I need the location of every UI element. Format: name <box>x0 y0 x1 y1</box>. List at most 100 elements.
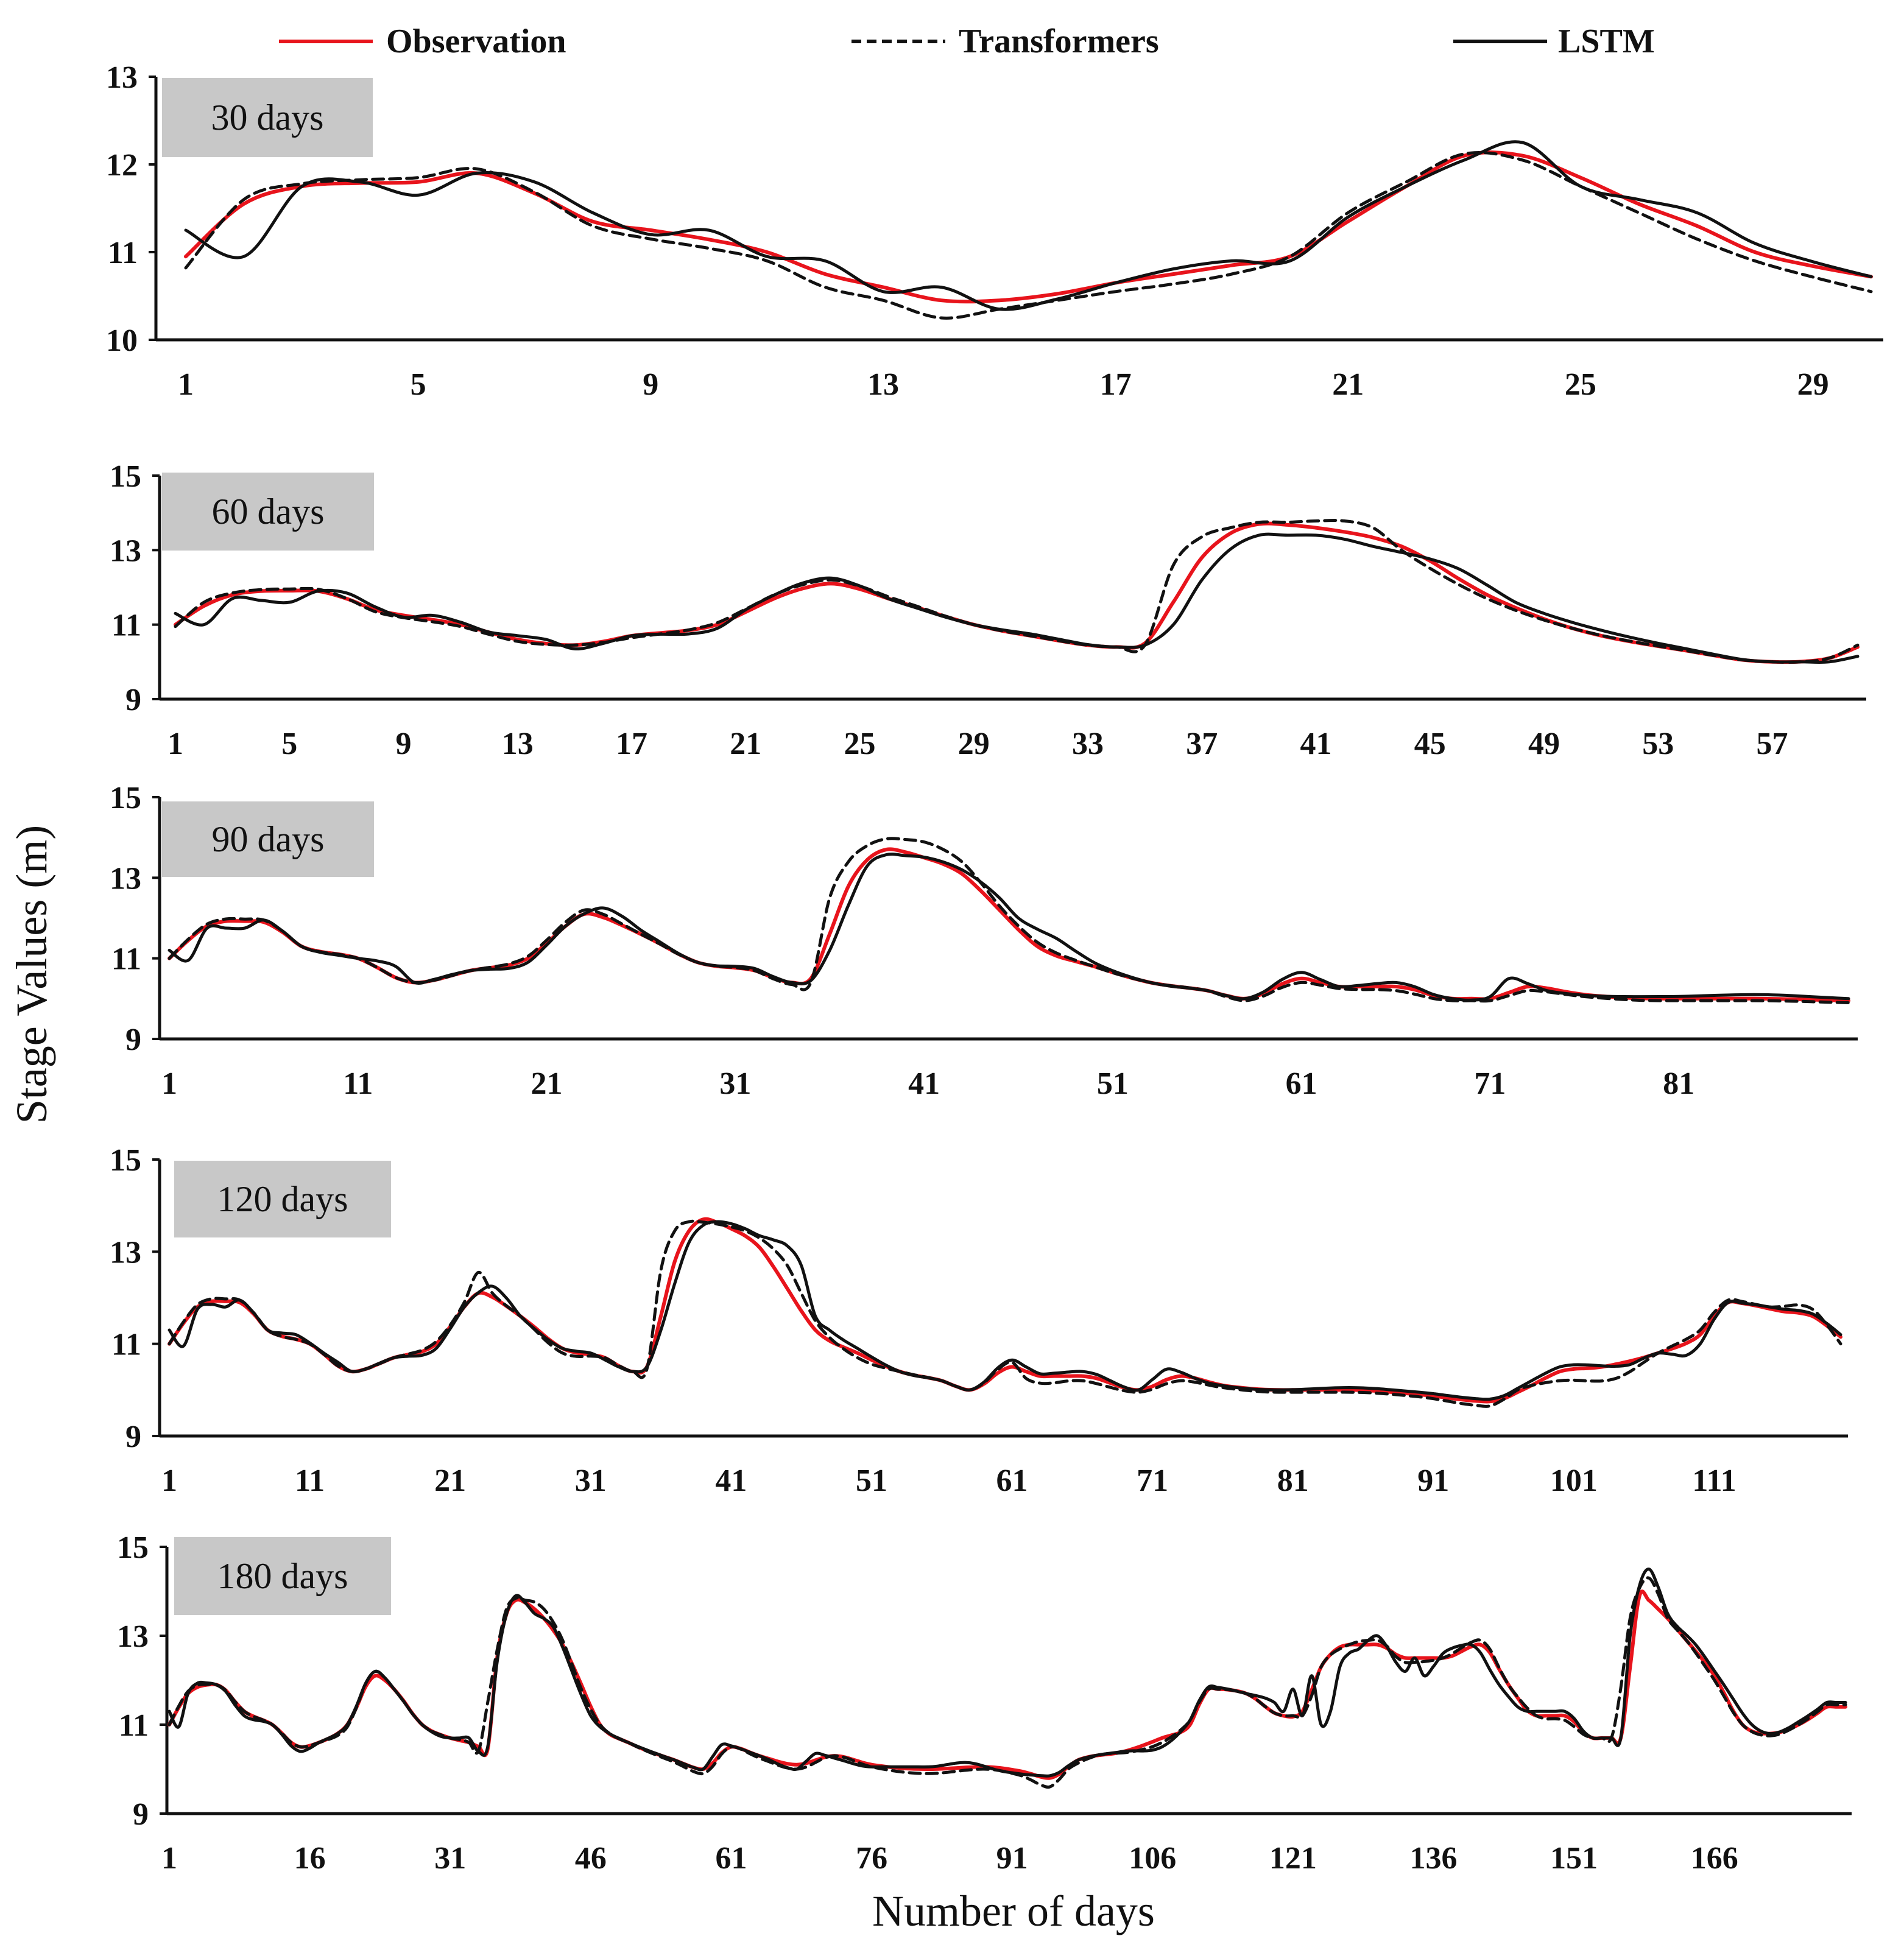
y-tick-label: 12 <box>106 148 138 183</box>
x-tick-label: 111 <box>1692 1463 1736 1498</box>
x-tick-label: 76 <box>856 1841 887 1876</box>
y-tick-label: 9 <box>133 1797 149 1832</box>
x-tick-label: 21 <box>531 1066 563 1101</box>
x-tick-label: 31 <box>719 1066 751 1101</box>
y-tick-label: 9 <box>125 1023 141 1057</box>
x-tick-label: 1 <box>161 1066 177 1101</box>
y-tick-label: 11 <box>111 608 141 643</box>
x-tick-label: 101 <box>1550 1463 1598 1498</box>
x-tick-label: 49 <box>1528 727 1560 761</box>
x-tick-label: 1 <box>161 1841 177 1876</box>
y-tick-label: 15 <box>110 459 141 494</box>
series-lstm-line <box>167 852 1850 1002</box>
x-tick-label: 51 <box>856 1463 887 1498</box>
x-tick-label: 31 <box>575 1463 607 1498</box>
y-tick-label: 11 <box>119 1708 149 1743</box>
x-tick-label: 57 <box>1757 727 1788 761</box>
x-tick-label: 46 <box>575 1841 607 1876</box>
x-tick-label: 29 <box>958 727 990 761</box>
x-tick-label: 5 <box>281 727 297 761</box>
x-tick-label: 41 <box>908 1066 940 1101</box>
y-tick-label: 13 <box>110 861 141 896</box>
x-tick-label: 17 <box>1100 367 1132 402</box>
x-tick-label: 81 <box>1663 1066 1694 1101</box>
series-transformers-line <box>174 519 1860 664</box>
y-axis-title: Stage Values (m) <box>7 825 56 1124</box>
y-tick-label: 9 <box>125 1420 141 1454</box>
y-tick-label: 11 <box>111 942 141 977</box>
x-axis-title: Number of days <box>872 1887 1155 1935</box>
x-tick-label: 11 <box>343 1066 373 1101</box>
panel-label: 90 days <box>212 819 325 859</box>
x-tick-label: 1 <box>161 1463 177 1498</box>
x-tick-label: 151 <box>1550 1841 1598 1876</box>
x-tick-label: 29 <box>1797 367 1829 402</box>
panel-label: 180 days <box>217 1556 348 1596</box>
y-tick-label: 15 <box>110 781 141 815</box>
y-tick-label: 13 <box>110 1235 141 1270</box>
x-tick-label: 31 <box>434 1841 466 1876</box>
series-lstm-line <box>167 1568 1847 1778</box>
x-tick-label: 5 <box>411 367 426 402</box>
panel-label-box <box>174 1537 391 1615</box>
x-tick-label: 21 <box>1332 367 1364 402</box>
y-tick-label: 15 <box>110 1143 141 1178</box>
legend: Observation Transformers LSTM <box>279 23 1655 60</box>
panel-label: 30 days <box>211 97 324 138</box>
panel-label-box <box>174 1161 391 1237</box>
x-tick-label: 13 <box>502 727 534 761</box>
x-tick-label: 21 <box>730 727 761 761</box>
panel-label-box <box>162 78 373 157</box>
x-tick-label: 136 <box>1410 1841 1458 1876</box>
panel-30-days: 30 days 10 11 12 13 1 5 9 13 17 21 25 29 <box>106 60 1883 402</box>
panel-label-box <box>162 801 374 877</box>
series-lstm-line <box>184 140 1873 311</box>
x-tick-label: 13 <box>867 367 899 402</box>
x-tick-label: 41 <box>715 1463 747 1498</box>
x-tick-label: 53 <box>1642 727 1674 761</box>
x-tick-label: 91 <box>996 1841 1028 1876</box>
x-tick-label: 166 <box>1691 1841 1738 1876</box>
x-tick-label: 121 <box>1269 1841 1317 1876</box>
x-tick-label: 9 <box>643 367 658 402</box>
y-tick-label: 11 <box>108 236 138 270</box>
panel-label: 60 days <box>212 491 325 532</box>
x-tick-label: 16 <box>294 1841 326 1876</box>
x-tick-label: 21 <box>434 1463 466 1498</box>
x-tick-label: 1 <box>167 727 183 761</box>
x-tick-label: 37 <box>1186 727 1218 761</box>
x-tick-label: 61 <box>715 1841 747 1876</box>
panel-label-box <box>162 473 374 551</box>
x-tick-label: 106 <box>1129 1841 1176 1876</box>
series-lstm-line <box>167 1220 1842 1401</box>
x-tick-label: 25 <box>1565 367 1596 402</box>
x-tick-label: 71 <box>1137 1463 1168 1498</box>
panel-label: 120 days <box>217 1179 348 1219</box>
x-tick-label: 41 <box>1300 727 1332 761</box>
x-tick-label: 51 <box>1097 1066 1129 1101</box>
legend-transformers-label: Transformers <box>959 23 1159 60</box>
x-tick-label: 61 <box>1286 1066 1317 1101</box>
x-tick-label: 91 <box>1417 1463 1449 1498</box>
legend-observation-label: Observation <box>386 23 566 60</box>
y-tick-label: 9 <box>125 683 141 717</box>
x-tick-label: 71 <box>1474 1066 1506 1101</box>
series-observation-line <box>184 150 1873 304</box>
x-tick-label: 9 <box>396 727 412 761</box>
x-tick-label: 11 <box>295 1463 325 1498</box>
x-tick-label: 25 <box>844 727 876 761</box>
x-tick-label: 61 <box>996 1463 1028 1498</box>
x-tick-label: 17 <box>616 727 647 761</box>
y-tick-label: 11 <box>111 1328 141 1362</box>
x-tick-label: 33 <box>1072 727 1104 761</box>
legend-lstm-label: LSTM <box>1558 23 1655 60</box>
y-tick-label: 13 <box>117 1619 149 1654</box>
x-tick-label: 81 <box>1277 1463 1309 1498</box>
y-tick-label: 10 <box>106 323 138 358</box>
y-tick-label: 13 <box>110 533 141 568</box>
